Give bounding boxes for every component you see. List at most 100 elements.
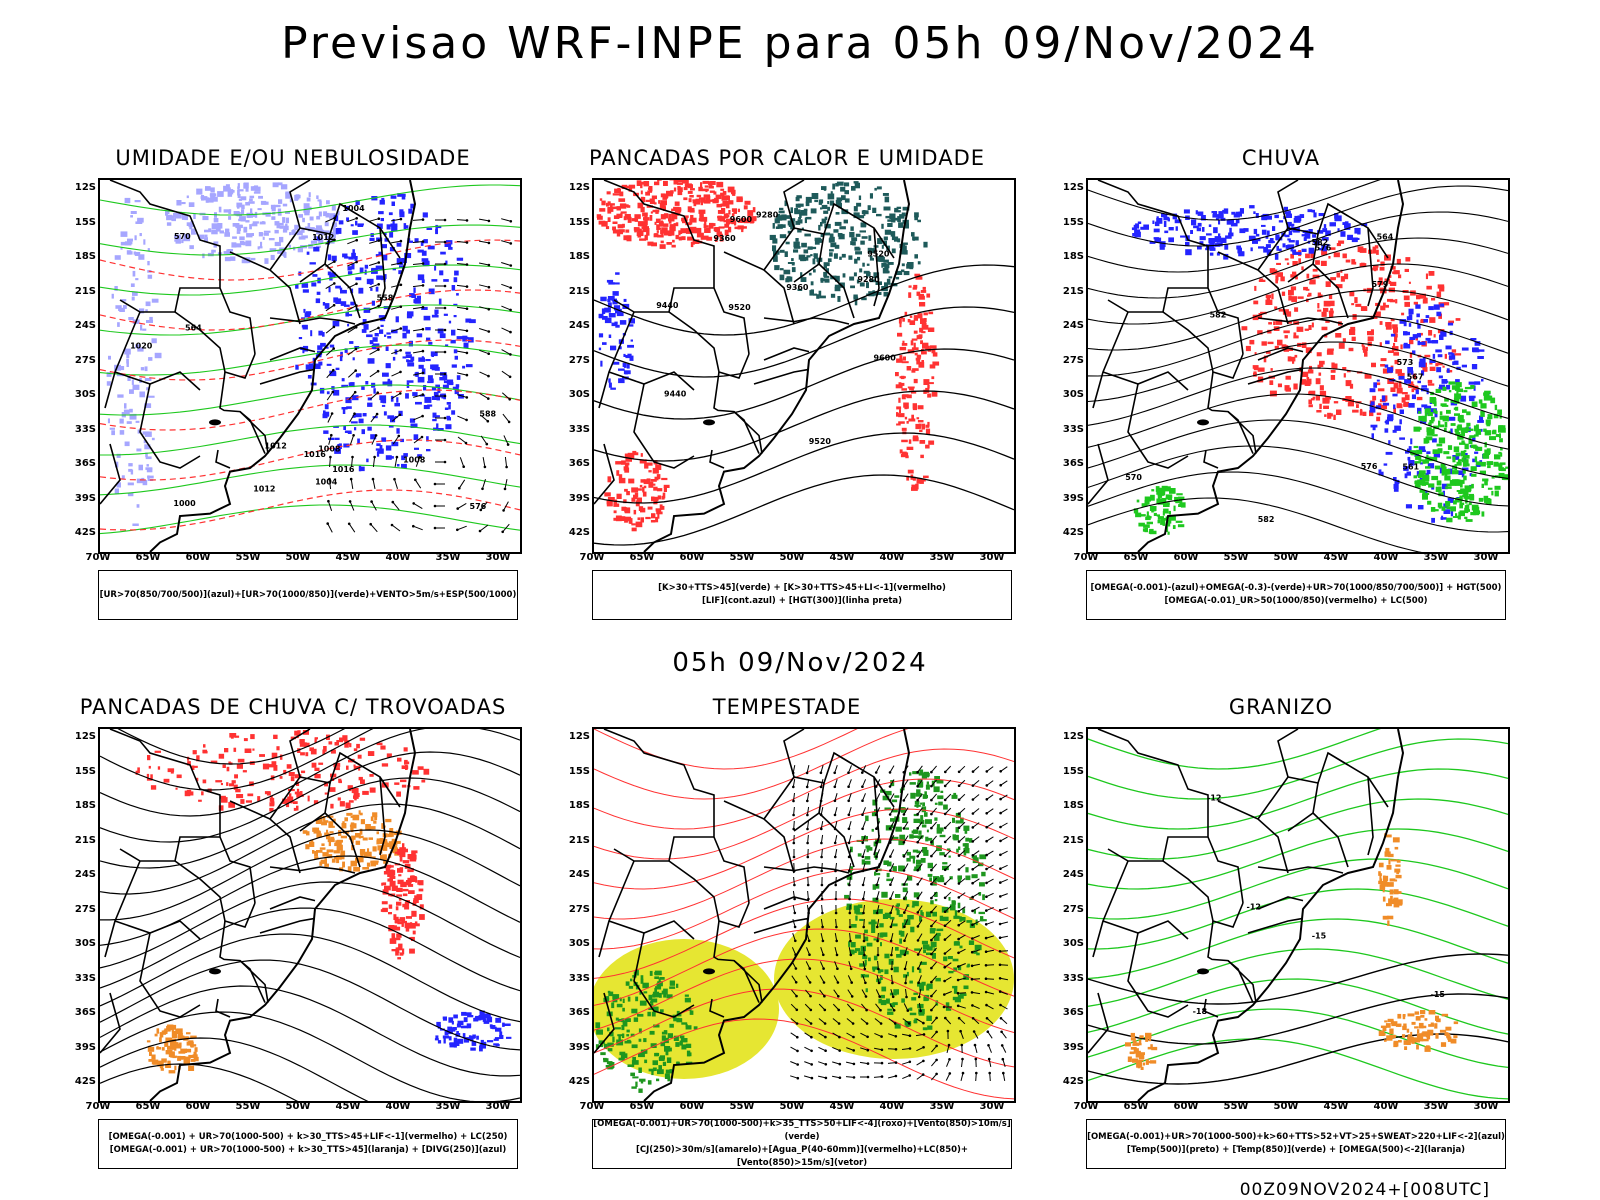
wind-vector	[433, 504, 437, 508]
humidity-patch	[417, 376, 425, 383]
instability-patch	[724, 229, 729, 236]
wind-850-patch	[923, 996, 928, 1002]
rain-patch	[1421, 385, 1427, 388]
wind-vector	[347, 217, 357, 223]
thunder-patch	[406, 923, 410, 929]
instability-patch	[875, 291, 882, 295]
instability-patch	[786, 215, 791, 219]
wind-vector	[371, 477, 375, 481]
humidity-patch	[295, 194, 300, 200]
rain-patch	[1444, 422, 1448, 428]
rain-patch	[1297, 296, 1304, 299]
lat-tick-label: 27S	[74, 354, 96, 366]
instability-patch	[624, 453, 628, 457]
humidity-patch	[116, 482, 121, 488]
instability-patch	[710, 199, 715, 202]
humidity-patch	[145, 452, 148, 458]
thunder-patch	[156, 1028, 160, 1034]
rain-patch	[1313, 240, 1317, 244]
thunder-patch	[184, 790, 191, 797]
thunder-patch	[231, 780, 236, 784]
humidity-patch	[208, 228, 212, 233]
humidity-patch	[311, 282, 317, 287]
instability-patch	[625, 457, 632, 462]
wind-vector	[889, 793, 895, 801]
humidity-patch	[376, 443, 381, 446]
rain-patch	[1428, 271, 1435, 276]
wind-850-patch	[664, 1046, 671, 1052]
map-trovoadas[interactable]	[98, 727, 522, 1103]
rain-patch	[1395, 299, 1398, 304]
divergence-patch	[463, 1017, 468, 1023]
instability-patch	[731, 213, 735, 217]
wind-850-patch	[912, 858, 915, 864]
legend-line: [UR>70(850/700/500)](azul)+[UR>70(1000/8…	[99, 589, 517, 600]
rain-patch	[1425, 315, 1430, 319]
wind-vector	[325, 239, 335, 245]
wind-vector	[851, 1022, 855, 1025]
humidity-patch	[362, 413, 367, 417]
wind-850-patch	[886, 872, 890, 878]
instability-patch	[915, 483, 919, 490]
wind-850-patch	[653, 1024, 660, 1028]
instability-patch	[924, 318, 927, 323]
humidity-patch	[423, 405, 430, 410]
wind-vector	[457, 394, 467, 398]
coastline	[149, 729, 417, 1101]
thunder-patch	[302, 830, 308, 834]
thunder-patch	[196, 755, 200, 762]
wind-vector	[479, 414, 489, 422]
map-chuva[interactable]: 582 582 576 573 570 567 564 561 579 576 582	[1086, 178, 1510, 554]
map-tempestade[interactable]	[592, 727, 1016, 1103]
instability-patch	[844, 182, 850, 187]
rain-patch	[1344, 273, 1349, 280]
instability-patch	[732, 190, 736, 196]
instability-patch	[804, 233, 811, 237]
wind-vector	[832, 1018, 840, 1024]
instability-patch	[691, 217, 697, 223]
rain-patch	[1460, 395, 1467, 402]
instability-patch	[677, 185, 681, 190]
lat-tick-label: 33S	[74, 972, 96, 984]
rain-patch	[1144, 527, 1148, 533]
wind-vector	[443, 218, 447, 222]
rain-patch	[1338, 240, 1345, 244]
humidity-patch	[239, 240, 245, 245]
thunder-patch	[370, 856, 376, 859]
wind-vector	[838, 1062, 842, 1066]
humidity-patch	[310, 330, 313, 337]
thickness-contour	[100, 489, 520, 531]
streamline	[100, 777, 520, 869]
wind-850-patch	[891, 799, 898, 803]
instability-patch	[920, 318, 927, 324]
humidity-patch	[431, 387, 437, 391]
instability-patch	[795, 238, 799, 242]
rain-patch	[1235, 219, 1240, 224]
instability-patch	[660, 200, 667, 206]
instability-patch	[773, 256, 778, 262]
instability-patch	[899, 322, 902, 328]
wind-vector	[790, 1075, 798, 1079]
map-umidade[interactable]: 1012 1012 1016 1020 1012 1008 1004 1000 1004 1008…	[98, 178, 522, 554]
rain-patch	[1468, 440, 1473, 445]
rain-patch	[1471, 401, 1478, 407]
instability-patch	[829, 233, 834, 238]
rain-patch	[1172, 525, 1176, 529]
thunder-patch	[414, 895, 418, 900]
wind-vector	[793, 925, 797, 929]
humidity-patch	[302, 217, 305, 223]
wind-vector	[331, 390, 335, 394]
humidity-patch	[241, 204, 245, 210]
rain-patch	[1321, 237, 1329, 241]
wind-850-patch	[652, 1060, 658, 1066]
map-pancadas-calor[interactable]: 9600 9600 9520 9520 9440 9360 9280 9520 9440 9360…	[592, 178, 1016, 554]
instability-patch	[706, 196, 711, 201]
thunder-patch	[276, 746, 280, 751]
thunder-patch	[334, 856, 340, 860]
lon-tick-label: 55W	[235, 552, 261, 563]
wind-vector	[849, 890, 851, 900]
thunder-patch	[381, 901, 388, 905]
humidity-patch	[340, 301, 347, 306]
humidity-patch	[107, 418, 110, 424]
instability-patch	[819, 238, 823, 243]
